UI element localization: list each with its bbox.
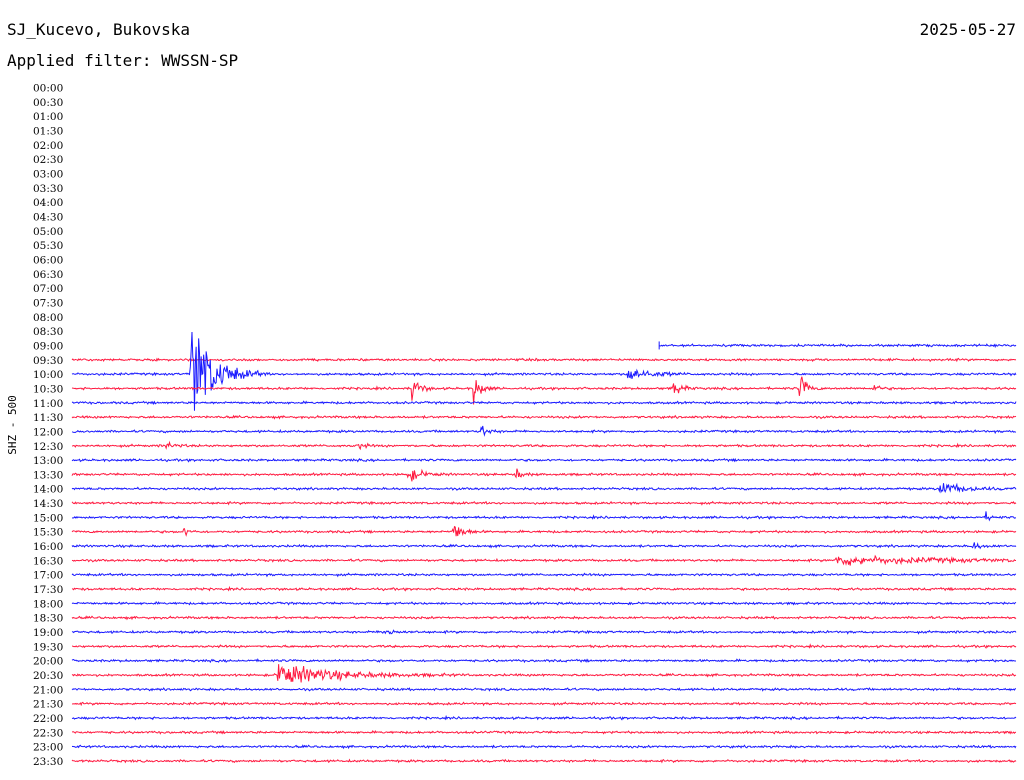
- time-label: 17:00: [33, 570, 63, 582]
- trace-1130: [71, 414, 1017, 420]
- trace-1730: [71, 585, 1017, 592]
- trace-0930: [71, 357, 1017, 363]
- trace-0900: [659, 342, 1017, 349]
- trace-1400: [71, 482, 1017, 494]
- trace-1700: [71, 572, 1017, 578]
- time-label: 20:30: [33, 670, 63, 682]
- time-label: 22:00: [33, 713, 63, 725]
- trace-1030: [71, 376, 1017, 405]
- time-label: 06:30: [33, 269, 63, 281]
- time-label: 02:30: [33, 154, 63, 166]
- trace-1530: [71, 525, 1017, 537]
- time-label: 18:00: [33, 598, 63, 610]
- time-label: 13:00: [33, 455, 63, 467]
- time-label: 18:30: [33, 613, 63, 625]
- trace-1200: [71, 425, 1017, 437]
- time-label: 19:00: [33, 627, 63, 639]
- time-label: 12:00: [33, 426, 63, 438]
- trace-1600: [71, 542, 1017, 550]
- trace-1230: [71, 440, 1017, 451]
- time-label: 22:30: [33, 727, 63, 739]
- time-label: 05:00: [33, 226, 63, 238]
- time-label: 12:30: [33, 441, 63, 453]
- time-labels: 00:00 00:30 01:00 01:30 02:00 02:30 03:00 03:30…: [33, 83, 63, 769]
- channel-axis-label: SHZ - 500: [6, 395, 19, 455]
- trace-2300: [71, 744, 1017, 750]
- time-label: 04:30: [33, 211, 63, 223]
- trace-1000: [71, 332, 1017, 411]
- time-label: 09:30: [33, 355, 63, 367]
- time-label: 15:30: [33, 527, 63, 539]
- time-label: 21:00: [33, 684, 63, 696]
- time-label: 14:30: [33, 498, 63, 510]
- time-label: 08:00: [33, 312, 63, 324]
- time-label: 16:30: [33, 555, 63, 567]
- time-label: 17:30: [33, 584, 63, 596]
- time-label: 01:30: [33, 125, 63, 137]
- time-label: 23:30: [33, 756, 63, 768]
- time-label: 02:00: [33, 140, 63, 152]
- trace-1100: [71, 400, 1017, 406]
- trace-2330: [71, 758, 1017, 764]
- trace-2230: [71, 729, 1017, 735]
- time-label: 08:30: [33, 326, 63, 338]
- trace-1630: [71, 554, 1016, 566]
- time-label: 03:00: [33, 168, 63, 180]
- time-label: 09:00: [33, 340, 63, 352]
- trace-1930: [71, 643, 1017, 649]
- time-label: 21:30: [33, 699, 63, 711]
- trace-1800: [71, 601, 1017, 606]
- trace-2000: [71, 658, 1017, 664]
- time-label: 04:00: [33, 197, 63, 209]
- time-label: 15:00: [33, 512, 63, 524]
- trace-1430: [71, 500, 1017, 506]
- trace-1900: [71, 629, 1017, 635]
- time-label: 03:30: [33, 183, 63, 195]
- time-label: 11:00: [33, 398, 63, 410]
- time-label: 23:00: [33, 742, 63, 754]
- time-label: 06:00: [33, 254, 63, 266]
- time-label: 16:00: [33, 541, 63, 553]
- trace-1830: [71, 615, 1017, 621]
- time-label: 14:00: [33, 484, 63, 496]
- time-label: 11:30: [33, 412, 63, 424]
- time-label: 19:30: [33, 641, 63, 653]
- trace-1500: [71, 511, 1017, 522]
- time-label: 07:30: [33, 297, 63, 309]
- record-date: 2025-05-27: [919, 20, 1016, 39]
- time-label: 00:00: [33, 83, 63, 95]
- station-title: SJ_Kucevo, Bukovska: [7, 20, 191, 39]
- time-label: 05:30: [33, 240, 63, 252]
- time-label: 10:30: [33, 383, 63, 395]
- time-label: 13:30: [33, 469, 63, 481]
- filter-label: Applied filter: WWSSN-SP: [7, 51, 239, 70]
- time-label: 00:30: [33, 97, 63, 109]
- trace-2200: [71, 714, 1017, 721]
- time-label: 07:00: [33, 283, 63, 295]
- trace-2130: [71, 701, 1017, 707]
- trace-2100: [71, 686, 1017, 692]
- trace-2030: [71, 664, 1017, 683]
- trace-1300: [71, 457, 1017, 463]
- trace-1330: [71, 468, 1017, 482]
- time-label: 01:00: [33, 111, 63, 123]
- seismic-traces: [71, 332, 1017, 764]
- time-label: 20:00: [33, 656, 63, 668]
- time-label: 10:00: [33, 369, 63, 381]
